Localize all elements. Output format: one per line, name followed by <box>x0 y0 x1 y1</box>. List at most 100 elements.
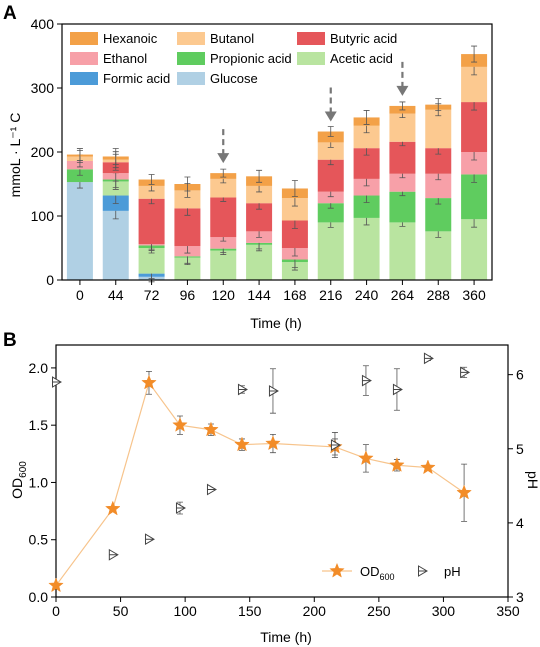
panel-b-left-axis-label: OD600 <box>9 461 29 499</box>
x-tick-label-250: 250 <box>367 603 391 619</box>
legend-swatch-glucose <box>177 72 205 85</box>
panel-a-axes: 0 100 200 300 400 0 44 72 96 120 144 168 216 240 264 28… <box>31 16 493 303</box>
ph-point-44 <box>108 548 119 561</box>
bar-butyric-acid-120 <box>210 197 237 238</box>
x-tick-label-44: 44 <box>108 287 124 303</box>
od-point-316 <box>456 484 472 500</box>
right-y-tick-label-3: 3 <box>516 589 524 605</box>
bar-ethanol-216 <box>317 191 344 204</box>
bar-acetic-acid-240 <box>353 217 380 280</box>
error-bar <box>291 180 298 197</box>
od-point-96 <box>172 416 188 432</box>
error-bar <box>112 148 119 165</box>
ph-point-264 <box>392 383 403 396</box>
bar-acetic-acid-96 <box>174 257 201 280</box>
legend-ph-label: pH <box>444 564 461 579</box>
ph-point-72 <box>144 533 155 546</box>
legend-swatch-butanol <box>177 32 205 45</box>
y-tick-label-0: 0 <box>46 272 54 288</box>
arrow-head-264 <box>396 85 409 96</box>
legend-od-subscript: 600 <box>380 572 395 582</box>
error-bar <box>399 101 406 111</box>
panel-b-label: B <box>3 330 17 351</box>
error-bar <box>363 110 370 125</box>
bar-butanol-168 <box>281 198 308 221</box>
x-tick-label-96: 96 <box>180 287 196 303</box>
legend-swatch-propionic-acid <box>177 52 205 65</box>
ph-point-288 <box>423 352 434 365</box>
legend-label-hexanoic: Hexanoic <box>103 31 158 46</box>
x-tick-label-144: 144 <box>247 287 271 303</box>
legend-label-propionic-acid: Propionic acid <box>210 51 292 66</box>
error-bar <box>435 98 442 112</box>
legend-swatch-ethanol <box>70 52 98 65</box>
right-y-tick-label-5: 5 <box>516 441 524 457</box>
panel-a-arrows <box>217 61 409 164</box>
error-bar <box>327 126 334 137</box>
bar-propionic-acid-216 <box>317 203 344 223</box>
error-bar <box>76 148 83 161</box>
bar-butanol-96 <box>174 190 201 209</box>
bar-acetic-acid-168 <box>281 262 308 280</box>
error-bar <box>256 169 263 183</box>
bar-butanol-72 <box>138 185 165 199</box>
od-point-144 <box>234 436 250 452</box>
x-tick-label-100: 100 <box>173 603 197 619</box>
ph-point-168 <box>268 385 279 397</box>
bar-acetic-acid-216 <box>317 222 344 280</box>
left-y-tick-label-0-0: 0.0 <box>29 589 49 605</box>
bar-ethanol-264 <box>389 173 416 192</box>
x-tick-label-264: 264 <box>391 287 415 303</box>
series-od <box>48 370 472 593</box>
right-y-tick-label-4: 4 <box>516 515 524 531</box>
x-tick-label-168: 168 <box>283 287 307 303</box>
x-tick-label-360: 360 <box>462 287 486 303</box>
error-bar <box>184 176 191 192</box>
ph-point-120 <box>206 483 217 496</box>
bar-butyric-acid-264 <box>389 141 416 174</box>
x-tick-label-0: 0 <box>52 603 60 619</box>
panel-a-chart: A mmoL · L⁻¹ C Time (h) 0 100 200 300 400 0 44… <box>3 3 493 331</box>
bar-glucose-44 <box>102 210 129 280</box>
bar-propionic-acid-240 <box>353 195 380 218</box>
bar-butanol-264 <box>389 113 416 142</box>
panel-b-legend: OD600 pH <box>322 562 461 582</box>
ph-point-316 <box>460 366 471 379</box>
error-bar <box>471 45 478 63</box>
legend-od-label: OD600 <box>360 564 395 582</box>
legend-label-glucose: Glucose <box>210 71 258 86</box>
left-y-tick-label-1-0: 1.0 <box>29 474 49 490</box>
bar-hexanoic-216 <box>317 131 344 143</box>
bar-ethanol-240 <box>353 178 380 196</box>
legend-od-marker <box>329 562 345 578</box>
x-tick-label-216: 216 <box>319 287 343 303</box>
ph-point-216 <box>330 439 341 451</box>
bar-propionic-acid-264 <box>389 191 416 223</box>
bar-butyric-acid-72 <box>138 198 165 245</box>
ph-point-240 <box>361 374 372 387</box>
x-tick-label-200: 200 <box>303 603 327 619</box>
legend-swatch-acetic-acid <box>297 52 325 65</box>
bar-butanol-216 <box>317 142 344 160</box>
y-tick-label-300: 300 <box>31 80 55 96</box>
legend-label-ethanol: Ethanol <box>103 51 147 66</box>
bar-acetic-acid-288 <box>425 231 452 280</box>
y-tick-label-200: 200 <box>31 144 55 160</box>
panel-a-x-axis-label: Time (h) <box>250 315 302 331</box>
bar-ethanol-120 <box>210 237 237 249</box>
od-point-288 <box>420 459 436 475</box>
left-y-tick-label-1-5: 1.5 <box>29 417 49 433</box>
x-tick-label-150: 150 <box>238 603 262 619</box>
bar-acetic-acid-264 <box>389 222 416 280</box>
bar-glucose-0 <box>66 182 93 280</box>
left-y-tick-label-0-5: 0.5 <box>29 532 49 548</box>
y-tick-label-100: 100 <box>31 208 55 224</box>
panel-b-x-axis-label: Time (h) <box>260 629 312 645</box>
panel-b-series <box>48 352 472 593</box>
arrow-head-120 <box>217 153 230 164</box>
ph-point-144 <box>237 383 248 396</box>
bar-ethanol-360 <box>461 152 488 175</box>
legend-label-formic-acid: Formic acid <box>103 71 170 86</box>
od-point-168 <box>265 435 281 451</box>
legend-ph-marker <box>418 565 428 577</box>
